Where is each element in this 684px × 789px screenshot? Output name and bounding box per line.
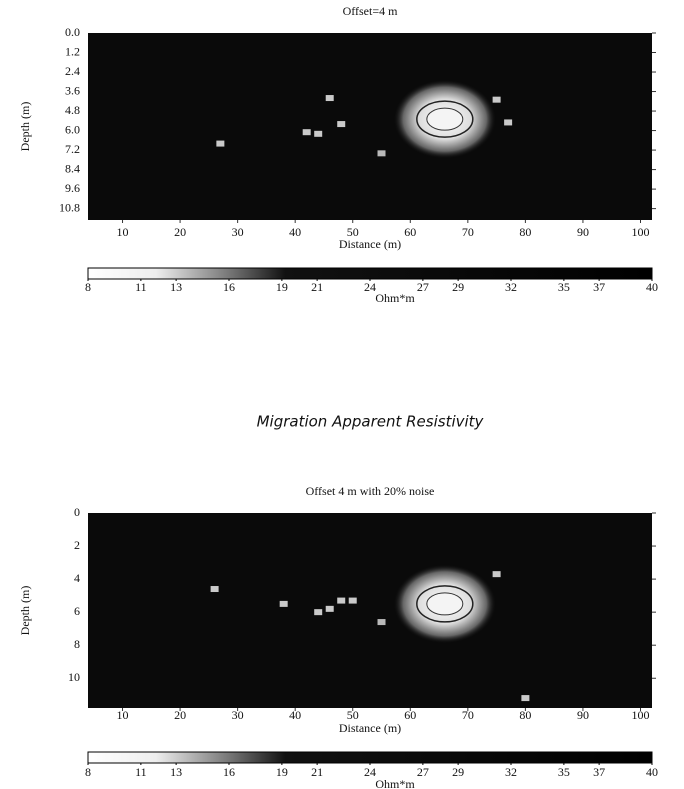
colorbar-label: Ohm*m — [375, 777, 415, 789]
y-tick-label: 0.0 — [65, 25, 80, 39]
contour — [416, 100, 474, 138]
x-tick-label: 60 — [404, 225, 416, 239]
x-tick-label: 20 — [174, 708, 186, 722]
colorbar-tick-label: 27 — [417, 280, 429, 294]
y-tick-label: 8 — [74, 637, 80, 651]
y-axis-label: Depth (m) — [18, 586, 32, 636]
colorbar-label: Ohm*m — [375, 291, 415, 305]
chart-title: Offset=4 m — [343, 4, 399, 18]
colorbar-tick-label: 21 — [311, 765, 323, 779]
contour — [426, 592, 464, 616]
colorbar-tick-label: 13 — [170, 765, 182, 779]
anomaly — [279, 600, 288, 607]
x-axis-label: Distance (m) — [339, 721, 401, 735]
colorbar-tick-label: 11 — [135, 765, 147, 779]
colorbar-tick-label: 27 — [417, 765, 429, 779]
colorbar-tick-label: 40 — [646, 765, 658, 779]
y-tick-label: 9.6 — [65, 181, 80, 195]
anomaly — [492, 96, 501, 103]
anomaly — [216, 140, 225, 147]
y-tick-label: 3.6 — [65, 83, 80, 97]
x-tick-label: 60 — [404, 708, 416, 722]
x-tick-label: 30 — [232, 225, 244, 239]
contour — [426, 107, 464, 131]
colorbar-tick-label: 29 — [452, 280, 464, 294]
anomaly — [377, 150, 386, 157]
colorbar — [87, 751, 653, 764]
colorbar-tick-label: 35 — [558, 280, 570, 294]
colorbar-tick-label: 32 — [505, 765, 517, 779]
y-tick-label: 10 — [68, 670, 80, 684]
contour — [416, 585, 474, 623]
caption: Migration Apparent Resistivity — [257, 413, 485, 431]
plot-area — [88, 513, 652, 708]
anomaly — [210, 586, 219, 593]
y-tick-label: 2.4 — [65, 64, 80, 78]
y-tick-label: 6 — [74, 604, 80, 618]
x-tick-label: 90 — [577, 225, 589, 239]
y-tick-label: 8.4 — [65, 161, 80, 175]
colorbar-tick-label: 24 — [364, 765, 376, 779]
y-tick-label: 2 — [74, 538, 80, 552]
y-tick-label: 4.8 — [65, 103, 80, 117]
colorbar-tick-label: 13 — [170, 280, 182, 294]
y-tick-label: 0 — [74, 505, 80, 519]
anomaly — [521, 695, 530, 702]
anomaly — [314, 609, 323, 616]
colorbar-tick-label: 37 — [593, 280, 605, 294]
x-tick-label: 90 — [577, 708, 589, 722]
anomaly — [325, 95, 334, 102]
anomaly — [348, 597, 357, 604]
anomaly — [504, 119, 513, 126]
colorbar — [87, 267, 653, 280]
y-axis-label: Depth (m) — [18, 102, 32, 152]
x-tick-label: 70 — [462, 708, 474, 722]
x-tick-label: 20 — [174, 225, 186, 239]
x-tick-label: 40 — [289, 225, 301, 239]
colorbar-tick-label: 21 — [311, 280, 323, 294]
anomaly — [337, 121, 346, 128]
colorbar-tick-label: 11 — [135, 280, 147, 294]
colorbar-tick-label: 8 — [85, 765, 91, 779]
y-tick-label: 7.2 — [65, 142, 80, 156]
anomaly — [377, 619, 386, 626]
x-tick-label: 40 — [289, 708, 301, 722]
anomaly — [325, 605, 334, 612]
x-axis-label: Distance (m) — [339, 237, 401, 251]
anomaly — [492, 571, 501, 578]
y-tick-label: 10.8 — [59, 200, 80, 214]
colorbar-tick-label: 32 — [505, 280, 517, 294]
plot-area — [88, 33, 652, 220]
x-tick-label: 50 — [347, 225, 359, 239]
colorbar-tick-label: 24 — [364, 280, 376, 294]
colorbar-tick-label: 37 — [593, 765, 605, 779]
colorbar-tick-label: 19 — [276, 280, 288, 294]
x-tick-label: 100 — [631, 708, 649, 722]
y-tick-label: 1.2 — [65, 44, 80, 58]
x-tick-label: 80 — [519, 225, 531, 239]
x-tick-label: 10 — [117, 225, 129, 239]
y-tick-label: 6.0 — [65, 122, 80, 136]
colorbar-tick-label: 40 — [646, 280, 658, 294]
x-tick-label: 70 — [462, 225, 474, 239]
chart-title: Offset 4 m with 20% noise — [306, 484, 435, 498]
colorbar-tick-label: 35 — [558, 765, 570, 779]
colorbar-tick-label: 19 — [276, 765, 288, 779]
x-tick-label: 30 — [232, 708, 244, 722]
y-tick-label: 4 — [74, 571, 80, 585]
anomaly — [302, 129, 311, 136]
anomaly — [337, 597, 346, 604]
anomaly — [314, 130, 323, 137]
colorbar-tick-label: 8 — [85, 280, 91, 294]
colorbar-tick-label: 16 — [223, 280, 235, 294]
x-tick-label: 50 — [347, 708, 359, 722]
colorbar-tick-label: 16 — [223, 765, 235, 779]
x-tick-label: 10 — [117, 708, 129, 722]
x-tick-label: 100 — [631, 225, 649, 239]
x-tick-label: 80 — [519, 708, 531, 722]
colorbar-tick-label: 29 — [452, 765, 464, 779]
